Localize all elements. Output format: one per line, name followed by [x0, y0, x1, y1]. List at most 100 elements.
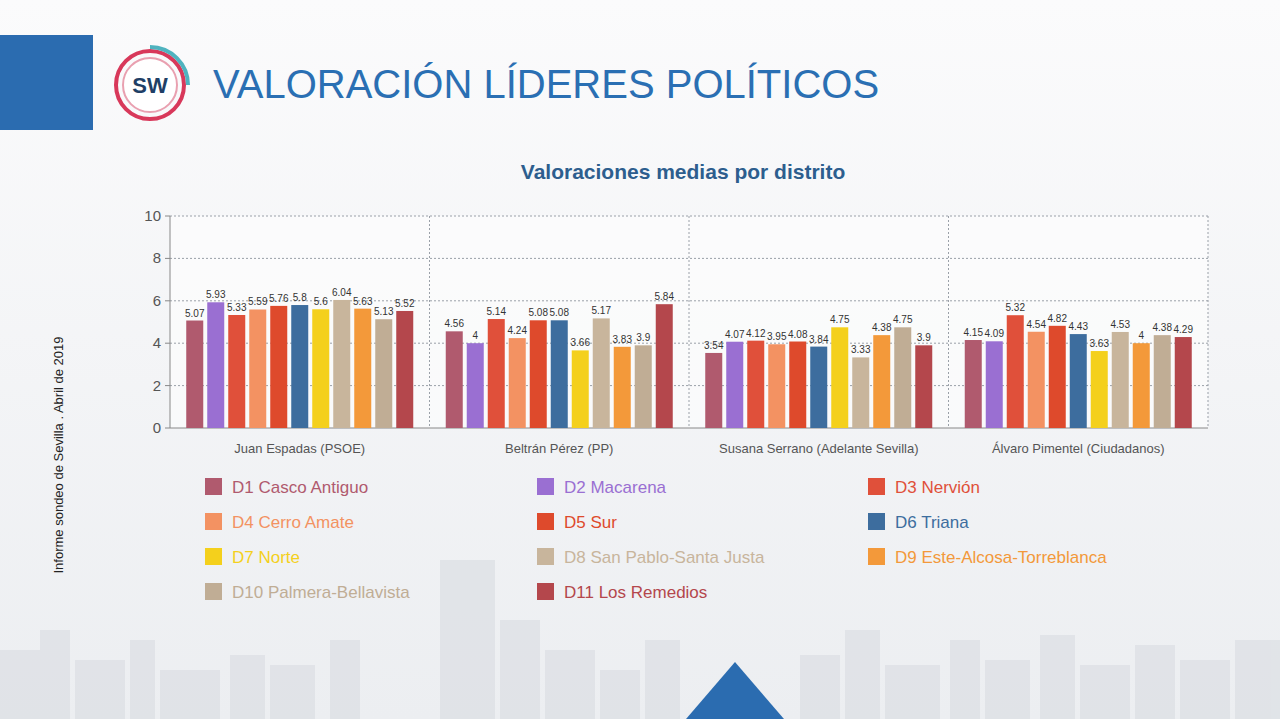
tick-mark [165, 428, 170, 429]
bar [270, 306, 287, 428]
data-label: 5.13 [374, 306, 394, 317]
data-label: 4.75 [830, 314, 850, 325]
y-tick-label: 6 [153, 292, 161, 309]
data-label: 4.82 [1048, 313, 1068, 324]
data-label: 5.33 [227, 302, 247, 313]
building [500, 620, 540, 719]
data-label: 3.63 [1090, 338, 1110, 349]
legend-label: D5 Sur [564, 513, 617, 532]
y-tick-label: 4 [153, 334, 161, 351]
bar [291, 305, 308, 428]
data-label: 4.29 [1174, 324, 1194, 335]
data-label: 3.9 [917, 332, 931, 343]
building [40, 630, 70, 719]
legend-label: D6 Triana [895, 513, 969, 532]
legend-label: D1 Casco Antiguo [232, 478, 368, 497]
bar [1175, 337, 1192, 428]
data-label: 5.76 [269, 293, 289, 304]
y-tick-label: 10 [144, 207, 161, 224]
group-separator [689, 216, 690, 428]
data-label: 5.08 [529, 307, 549, 318]
x-tick-label: Juan Espadas (PSOE) [234, 441, 365, 456]
bar [831, 327, 848, 428]
bar [396, 311, 413, 428]
building [545, 650, 595, 719]
data-label: 3.95 [767, 331, 787, 342]
legend-swatch [868, 478, 885, 495]
building [1040, 635, 1075, 719]
data-label: 4.08 [788, 329, 808, 340]
legend-swatch [868, 513, 885, 530]
data-label: 4 [472, 330, 478, 341]
data-label: 5.07 [185, 308, 205, 319]
legend-label: D4 Cerro Amate [232, 513, 354, 532]
bar [873, 335, 890, 428]
data-label: 4.38 [872, 322, 892, 333]
data-label: 3.9 [636, 332, 650, 343]
data-label: 3.66 [571, 337, 591, 348]
data-label: 3.83 [613, 334, 633, 345]
subtitle: Valoraciones medias por distrito [521, 160, 845, 183]
bar [768, 344, 785, 428]
building [985, 660, 1030, 719]
bar [312, 309, 329, 428]
x-tick-label: Álvaro Pimentel (Ciudadanos) [992, 441, 1165, 456]
legend-swatch [537, 583, 554, 600]
y-tick-label: 2 [153, 377, 161, 394]
building [600, 670, 640, 719]
building [440, 560, 495, 719]
building [645, 640, 680, 719]
data-label: 5.14 [487, 306, 507, 317]
x-tick-label: Susana Serrano (Adelante Sevilla) [719, 441, 918, 456]
data-label: 3.54 [704, 340, 724, 351]
data-label: 4.15 [964, 327, 984, 338]
bar [810, 347, 827, 428]
chart-root: SW VALORACIÓN LÍDERES POLÍTICOS Valoracion… [0, 0, 1280, 719]
data-label: 5.52 [395, 298, 415, 309]
data-label: 4 [1138, 330, 1144, 341]
bar [375, 319, 392, 428]
data-label: 5.93 [206, 289, 226, 300]
building [230, 655, 265, 719]
building [1080, 665, 1130, 719]
logo-text: SW [132, 73, 168, 98]
legend-swatch [205, 478, 222, 495]
bars [186, 300, 1192, 428]
group-separator [429, 216, 430, 428]
bar [1070, 334, 1087, 428]
building [0, 650, 40, 719]
bar [656, 304, 673, 428]
tick-mark [165, 216, 170, 217]
bar [789, 342, 806, 428]
bar [207, 302, 224, 428]
data-label: 5.6 [314, 296, 328, 307]
legend-label: D7 Norte [232, 548, 300, 567]
bar [894, 327, 911, 428]
y-tick-label: 0 [153, 419, 161, 436]
legend: D1 Casco AntiguoD2 MacarenaD3 NerviónD4 … [205, 478, 1107, 602]
bar [726, 342, 743, 428]
data-label: 5.8 [293, 292, 307, 303]
data-label: 5.08 [550, 307, 570, 318]
legend-label: D9 Este-Alcosa-Torreblanca [895, 548, 1107, 567]
header-block [0, 35, 93, 130]
legend-label: D10 Palmera-Bellavista [232, 583, 410, 602]
grid-line [170, 258, 1208, 259]
data-label: 3.84 [809, 334, 829, 345]
building [800, 655, 840, 719]
data-label: 5.63 [353, 296, 373, 307]
building [160, 670, 220, 719]
data-label: 4.12 [746, 328, 766, 339]
legend-swatch [205, 548, 222, 565]
title: VALORACIÓN LÍDERES POLÍTICOS [213, 62, 879, 106]
bar [965, 340, 982, 428]
logo-inner [123, 58, 177, 112]
logo-ring [116, 51, 184, 119]
bar [614, 347, 631, 428]
data-label: 4.75 [893, 314, 913, 325]
bar [986, 341, 1003, 428]
bar [915, 345, 932, 428]
axes: 0246810Juan Espadas (PSOE)Beltrán Pérez … [144, 207, 1208, 456]
data-label: 5.17 [592, 305, 612, 316]
legend-swatch [537, 548, 554, 565]
